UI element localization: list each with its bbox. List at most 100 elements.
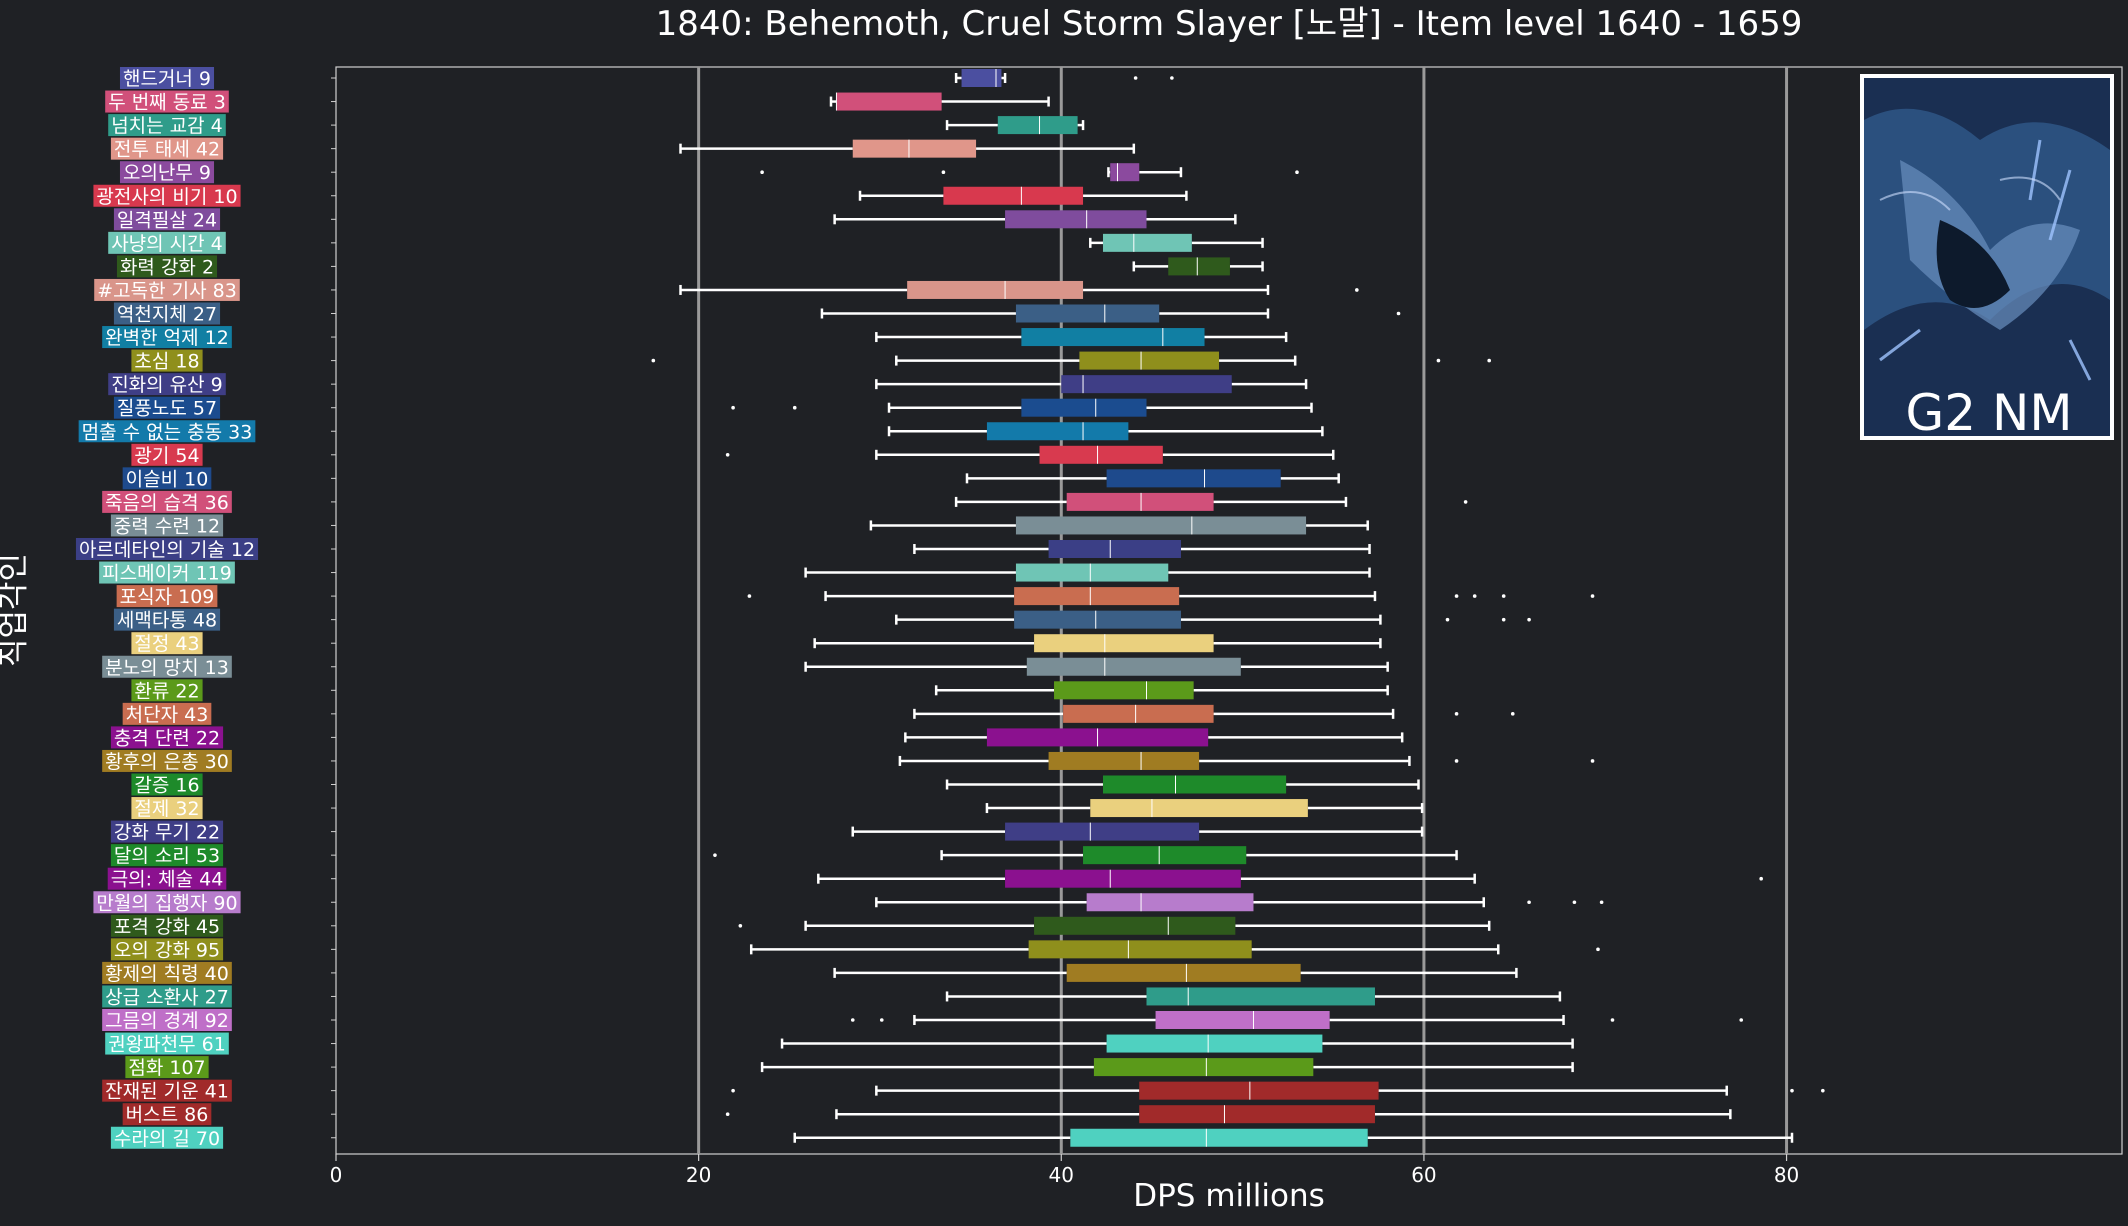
box-iqr bbox=[1086, 893, 1254, 912]
y-tick-label-text: 중력 수련 12 bbox=[114, 515, 220, 537]
y-tick-label-text: 그믐의 경계 92 bbox=[105, 1010, 229, 1032]
y-tick-label-bg bbox=[107, 867, 227, 890]
y-tick-label-bg bbox=[102, 1009, 232, 1031]
outlier-point bbox=[1527, 900, 1531, 905]
y-tick-label-text: 권왕파천무 61 bbox=[108, 1034, 226, 1056]
box-plot bbox=[898, 751, 1595, 770]
outlier-point bbox=[747, 594, 752, 598]
y-tick-label-text: 전투 태세 42 bbox=[114, 139, 220, 161]
box-iqr bbox=[1066, 963, 1301, 982]
box-plot bbox=[731, 1081, 1825, 1100]
boss-art bbox=[1864, 108, 2110, 381]
y-tick-label: 세맥타통 48 bbox=[113, 608, 221, 632]
outlier-point bbox=[941, 170, 946, 174]
box-plot bbox=[760, 163, 1299, 182]
y-tick-label: #고독한 기사 83 bbox=[94, 278, 240, 302]
y-tick-label-bg bbox=[122, 702, 212, 725]
y-tick-label-text: 갈증 16 bbox=[134, 775, 199, 797]
y-tick-label: 잔재된 기운 41 bbox=[102, 1079, 232, 1103]
box-iqr bbox=[1079, 351, 1220, 370]
box-plot bbox=[945, 116, 1085, 135]
y-tick-label-bg bbox=[110, 938, 224, 961]
y-tick-label-bg bbox=[131, 679, 203, 702]
y-tick-label-bg bbox=[108, 114, 226, 137]
y-tick-label-bg bbox=[102, 985, 232, 1008]
y-tick-label-text: 광전사의 비기 10 bbox=[96, 186, 237, 208]
y-tick-label-bg bbox=[119, 161, 215, 184]
box-iqr bbox=[1034, 634, 1214, 653]
y-tick-label-bg bbox=[113, 396, 221, 419]
box-plot bbox=[913, 540, 1371, 558]
y-tick-label: 버스트 86 bbox=[122, 1103, 212, 1126]
outlier-point bbox=[1454, 712, 1459, 716]
box-plot bbox=[780, 1034, 1574, 1053]
outlier-point bbox=[1436, 358, 1441, 363]
box-plot bbox=[725, 1105, 1732, 1124]
box-iqr bbox=[986, 422, 1129, 441]
y-tick-label-bg bbox=[110, 1126, 224, 1149]
y-tick-label-bg bbox=[105, 1032, 229, 1055]
y-tick-label-text: 점화 107 bbox=[128, 1057, 205, 1079]
y-tick-label-bg bbox=[131, 632, 203, 655]
box-iqr bbox=[1015, 516, 1307, 535]
outlier-point bbox=[1790, 1088, 1794, 1093]
box-iqr bbox=[1021, 398, 1147, 417]
y-tick-label-bg bbox=[122, 467, 212, 490]
outlier-point bbox=[1821, 1088, 1825, 1093]
y-tick-label-text: 죽음의 습격 36 bbox=[105, 492, 229, 514]
y-tick-label: 피스메이커 119 bbox=[99, 561, 235, 585]
outlier-point bbox=[1527, 617, 1531, 622]
y-tick-label-text: 두 번째 동료 3 bbox=[108, 92, 226, 114]
box-iqr bbox=[852, 139, 977, 158]
box-iqr bbox=[1110, 163, 1140, 182]
y-tick-label-bg bbox=[110, 514, 224, 537]
box-iqr bbox=[1026, 657, 1241, 676]
y-tick-label: 달의 소리 53 bbox=[110, 844, 224, 867]
y-tick-label-text: 황제의 칙령 40 bbox=[105, 963, 229, 985]
y-tick-label-text: 이슬비 10 bbox=[126, 468, 209, 490]
y-tick-label-bg bbox=[105, 90, 229, 113]
box-iqr bbox=[1061, 375, 1232, 394]
box-iqr bbox=[1168, 257, 1230, 276]
outlier-point bbox=[1487, 358, 1491, 363]
y-tick-label-text: #고독한 기사 83 bbox=[97, 280, 237, 302]
outlier-point bbox=[731, 1088, 735, 1093]
box-iqr bbox=[1070, 1128, 1368, 1147]
y-tick-label-bg bbox=[119, 67, 215, 89]
box-iqr bbox=[1048, 540, 1181, 558]
outlier-point bbox=[1739, 1018, 1744, 1022]
box-plot bbox=[731, 398, 1313, 417]
y-tick-label-text: 광기 54 bbox=[134, 445, 199, 467]
box-iqr bbox=[1083, 846, 1247, 865]
y-tick-label: 죽음의 습격 36 bbox=[102, 490, 232, 514]
box-iqr bbox=[1021, 328, 1205, 347]
y-tick-label-bg bbox=[78, 420, 256, 443]
y-tick-label-text: 질풍노도 57 bbox=[117, 398, 217, 420]
outlier-point bbox=[1133, 76, 1138, 80]
y-tick-label-text: 수라의 길 70 bbox=[114, 1128, 220, 1150]
y-tick-label: 역천지체 27 bbox=[113, 302, 221, 326]
y-tick-label: 황후의 은총 30 bbox=[102, 749, 232, 773]
box-plot bbox=[985, 799, 1424, 818]
y-tick-label-text: 세맥타통 48 bbox=[117, 610, 217, 632]
x-axis-label: DPS millions bbox=[1133, 1178, 1325, 1214]
box-iqr bbox=[1005, 210, 1147, 229]
y-tick-label-bg bbox=[116, 255, 218, 278]
y-tick-label: 오의 강화 95 bbox=[110, 938, 224, 961]
box-plot bbox=[713, 846, 1458, 865]
outlier-point bbox=[850, 1018, 855, 1022]
outlier-point bbox=[1463, 500, 1468, 504]
y-tick-label-text: 오의 강화 95 bbox=[114, 939, 220, 961]
y-tick-label-text: 잔재된 기운 41 bbox=[105, 1081, 229, 1103]
box-iqr bbox=[1014, 587, 1180, 606]
box-iqr bbox=[907, 280, 1084, 299]
outlier-point bbox=[651, 358, 656, 363]
box-iqr bbox=[997, 116, 1078, 135]
box-iqr bbox=[1014, 610, 1181, 629]
boss-thumbnail: G2 NM bbox=[1860, 74, 2114, 442]
y-tick-label: 분노의 망치 13 bbox=[102, 655, 232, 679]
y-tick-label: 그믐의 경계 92 bbox=[102, 1009, 232, 1032]
difficulty-badge: G2 NM bbox=[1906, 384, 2073, 442]
y-tick-label-bg bbox=[110, 726, 224, 749]
outlier-point bbox=[1510, 712, 1515, 716]
